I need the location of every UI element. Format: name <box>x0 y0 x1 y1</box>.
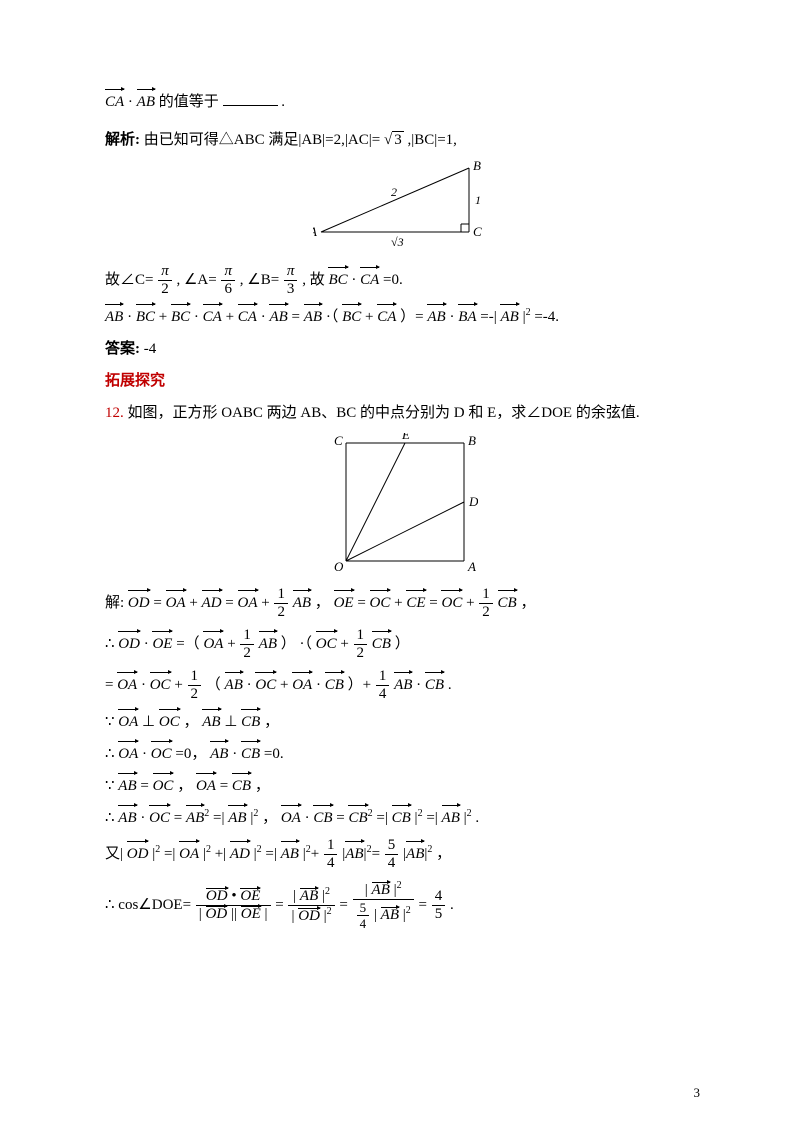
page-number: 3 <box>694 1083 701 1104</box>
dot: · <box>128 94 137 110</box>
svg-text:2: 2 <box>391 185 397 199</box>
section-header: 拓展探究 <box>105 369 700 393</box>
answer-line: 答案: -4 <box>105 337 700 361</box>
svg-text:A: A <box>467 559 476 573</box>
sol-line-5: ∴ OA · OC =0， AB · CB =0. <box>105 742 700 766</box>
sol-line-7: ∴ AB · OC = AB2 =| AB |2 ， OA · CB = CB2… <box>105 806 700 830</box>
square-figure: O A B C D E <box>105 433 700 581</box>
sqrt-3: √3 <box>384 128 404 152</box>
frac-pi-2: π2 <box>158 264 172 297</box>
svg-text:√3: √3 <box>391 235 404 249</box>
svg-text:A: A <box>313 224 317 239</box>
svg-text:B: B <box>473 160 481 173</box>
analysis-text-1: 由已知可得△ABC 满足|AB|=2,|AC|= <box>144 132 380 148</box>
analysis-text-2: ,|BC|=1, <box>407 132 456 148</box>
q12-text: 如图，正方形 OABC 两边 AB、BC 的中点分别为 D 和 E，求∠DOE … <box>128 405 640 421</box>
svg-text:C: C <box>473 224 482 239</box>
svg-text:E: E <box>401 433 410 442</box>
frac-result: 4 5 <box>432 889 446 922</box>
answer-val: -4 <box>144 341 157 357</box>
sol-line-8: 又| OD |2 =| OA |2 +| AD |2 =| AB |2+ 14 … <box>105 838 700 871</box>
q12-num: 12. <box>105 405 124 421</box>
label-answer: 答案: <box>105 341 140 357</box>
q12-line: 12. 如图，正方形 OABC 两边 AB、BC 的中点分别为 D 和 E，求∠… <box>105 401 700 425</box>
angles-line: 故∠C= π2 , ∠A= π6 , ∠B= π3 , 故 BC · CA =0… <box>105 264 700 297</box>
sol-final: ∴ cos∠DOE= OD • OE | OD || OE | = | AB |… <box>105 881 700 930</box>
frac-2: | AB |2 | OD |2 <box>288 887 334 924</box>
fill-blank <box>223 91 278 106</box>
vec-ab: AB <box>137 90 155 114</box>
analysis-line: 解析: 由已知可得△ABC 满足|AB|=2,|AC|= √3 ,|BC|=1, <box>105 128 700 152</box>
sol-line-4: ∵ OA ⊥ OC ， AB ⊥ CB ， <box>105 710 700 734</box>
period: . <box>281 94 285 110</box>
frac-pi-3: π3 <box>284 264 298 297</box>
svg-text:1: 1 <box>475 193 481 207</box>
expr-line-1: CA · AB 的值等于 . <box>105 90 700 114</box>
triangle-figure: A B C 2 √3 1 <box>105 160 700 258</box>
svg-text:D: D <box>468 494 478 509</box>
sol-line-3: = OA · OC + 12 （ AB · OC + OA · CB ）+ 14… <box>105 669 700 702</box>
sol-line-6: ∵ AB = OC ， OA = CB ， <box>105 774 700 798</box>
svg-text:B: B <box>468 433 476 448</box>
frac-1: OD • OE | OD || OE | <box>196 889 271 922</box>
svg-text:C: C <box>334 433 343 448</box>
sol-line-2: ∴ OD · OE =（ OA + 12 AB ） ·（ OC + 12 CB … <box>105 628 700 661</box>
vec-ca: CA <box>105 90 124 114</box>
label-analysis: 解析: <box>105 132 140 148</box>
expansion-line: AB · BC + BC · CA + CA · AB = AB ·（ BC +… <box>105 305 700 329</box>
text: 的值等于 <box>159 94 219 110</box>
frac-pi-6: π6 <box>221 264 235 297</box>
sol-line-1: 解: OD = OA + AD = OA + 12 AB ， OE = OC +… <box>105 587 700 620</box>
frac-3: | AB |2 54 | AB |2 <box>353 881 414 930</box>
svg-text:O: O <box>334 559 344 573</box>
